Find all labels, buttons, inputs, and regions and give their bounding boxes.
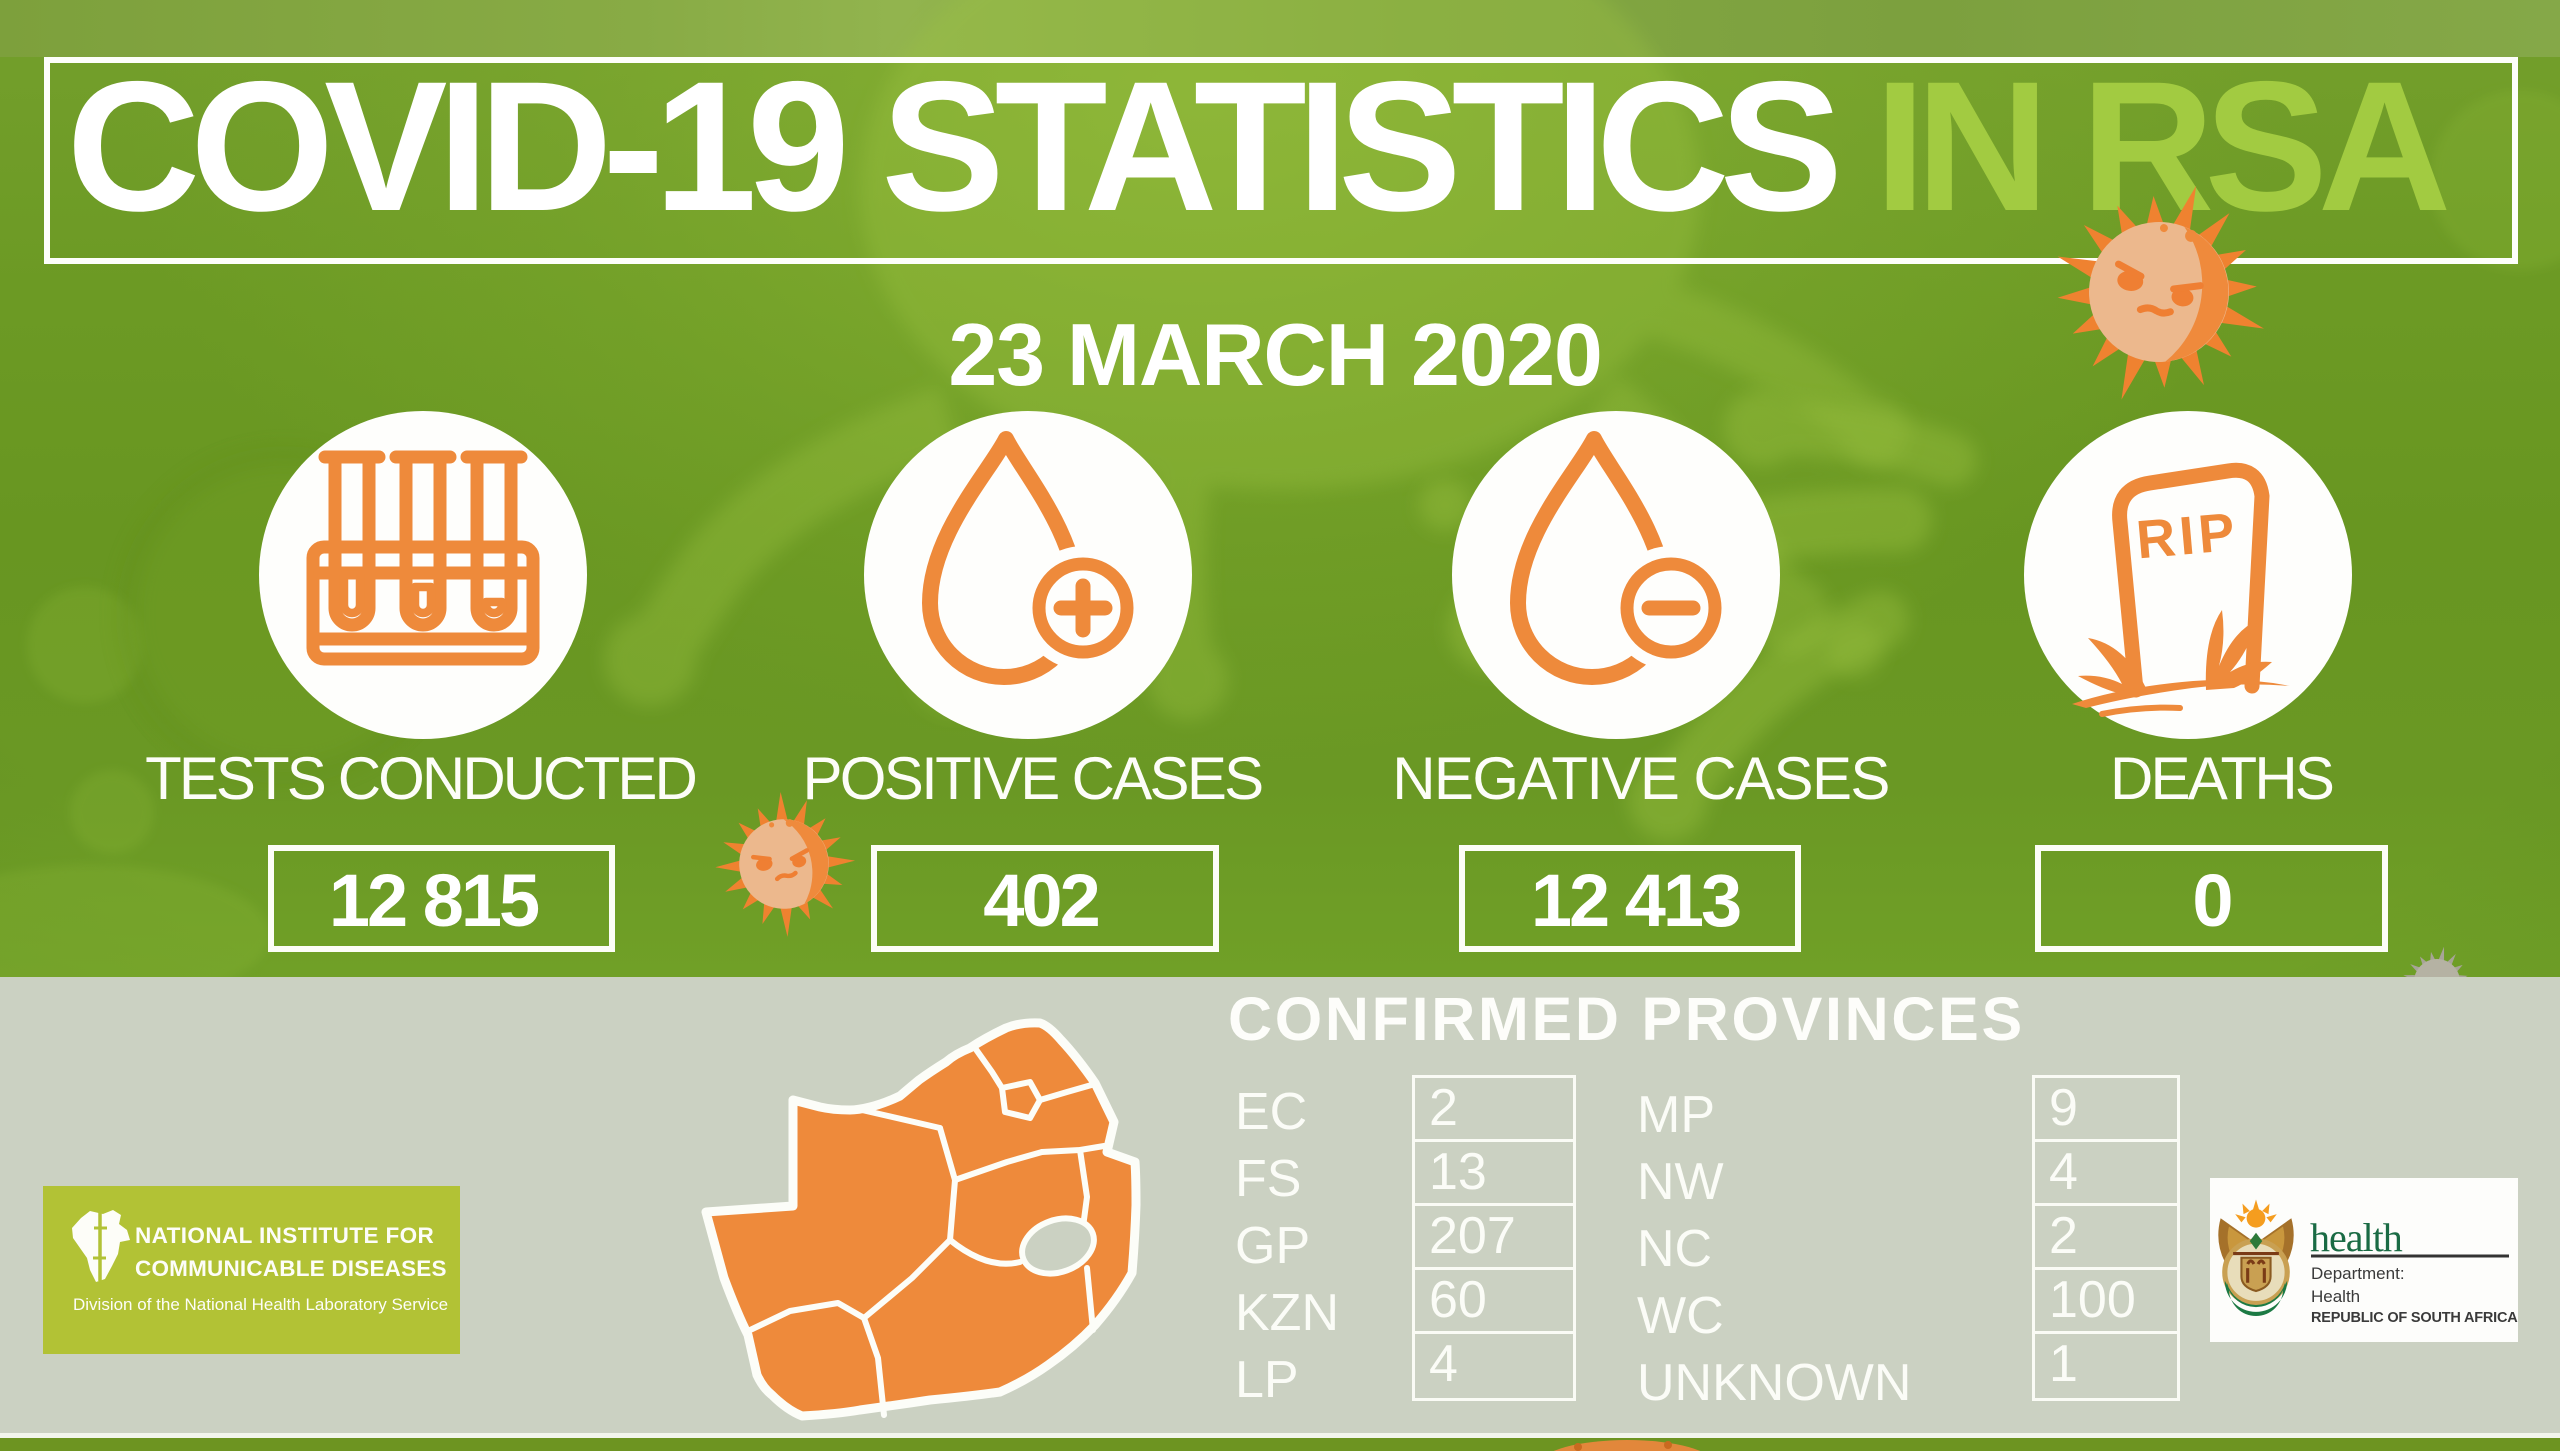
svg-text:Health: Health — [2311, 1287, 2360, 1306]
svg-text:Division of the National Healt: Division of the National Health Laborato… — [73, 1295, 448, 1314]
svg-text:COMMUNICABLE DISEASES: COMMUNICABLE DISEASES — [135, 1256, 447, 1281]
svg-text:RIP: RIP — [2134, 502, 2241, 571]
svg-text:Department:: Department: — [2311, 1264, 2405, 1283]
svg-text:NATIONAL INSTITUTE FOR: NATIONAL INSTITUTE FOR — [135, 1223, 434, 1248]
svg-text:health: health — [2310, 1215, 2403, 1260]
svg-text:REPUBLIC OF SOUTH AFRICA: REPUBLIC OF SOUTH AFRICA — [2311, 1310, 2518, 1326]
